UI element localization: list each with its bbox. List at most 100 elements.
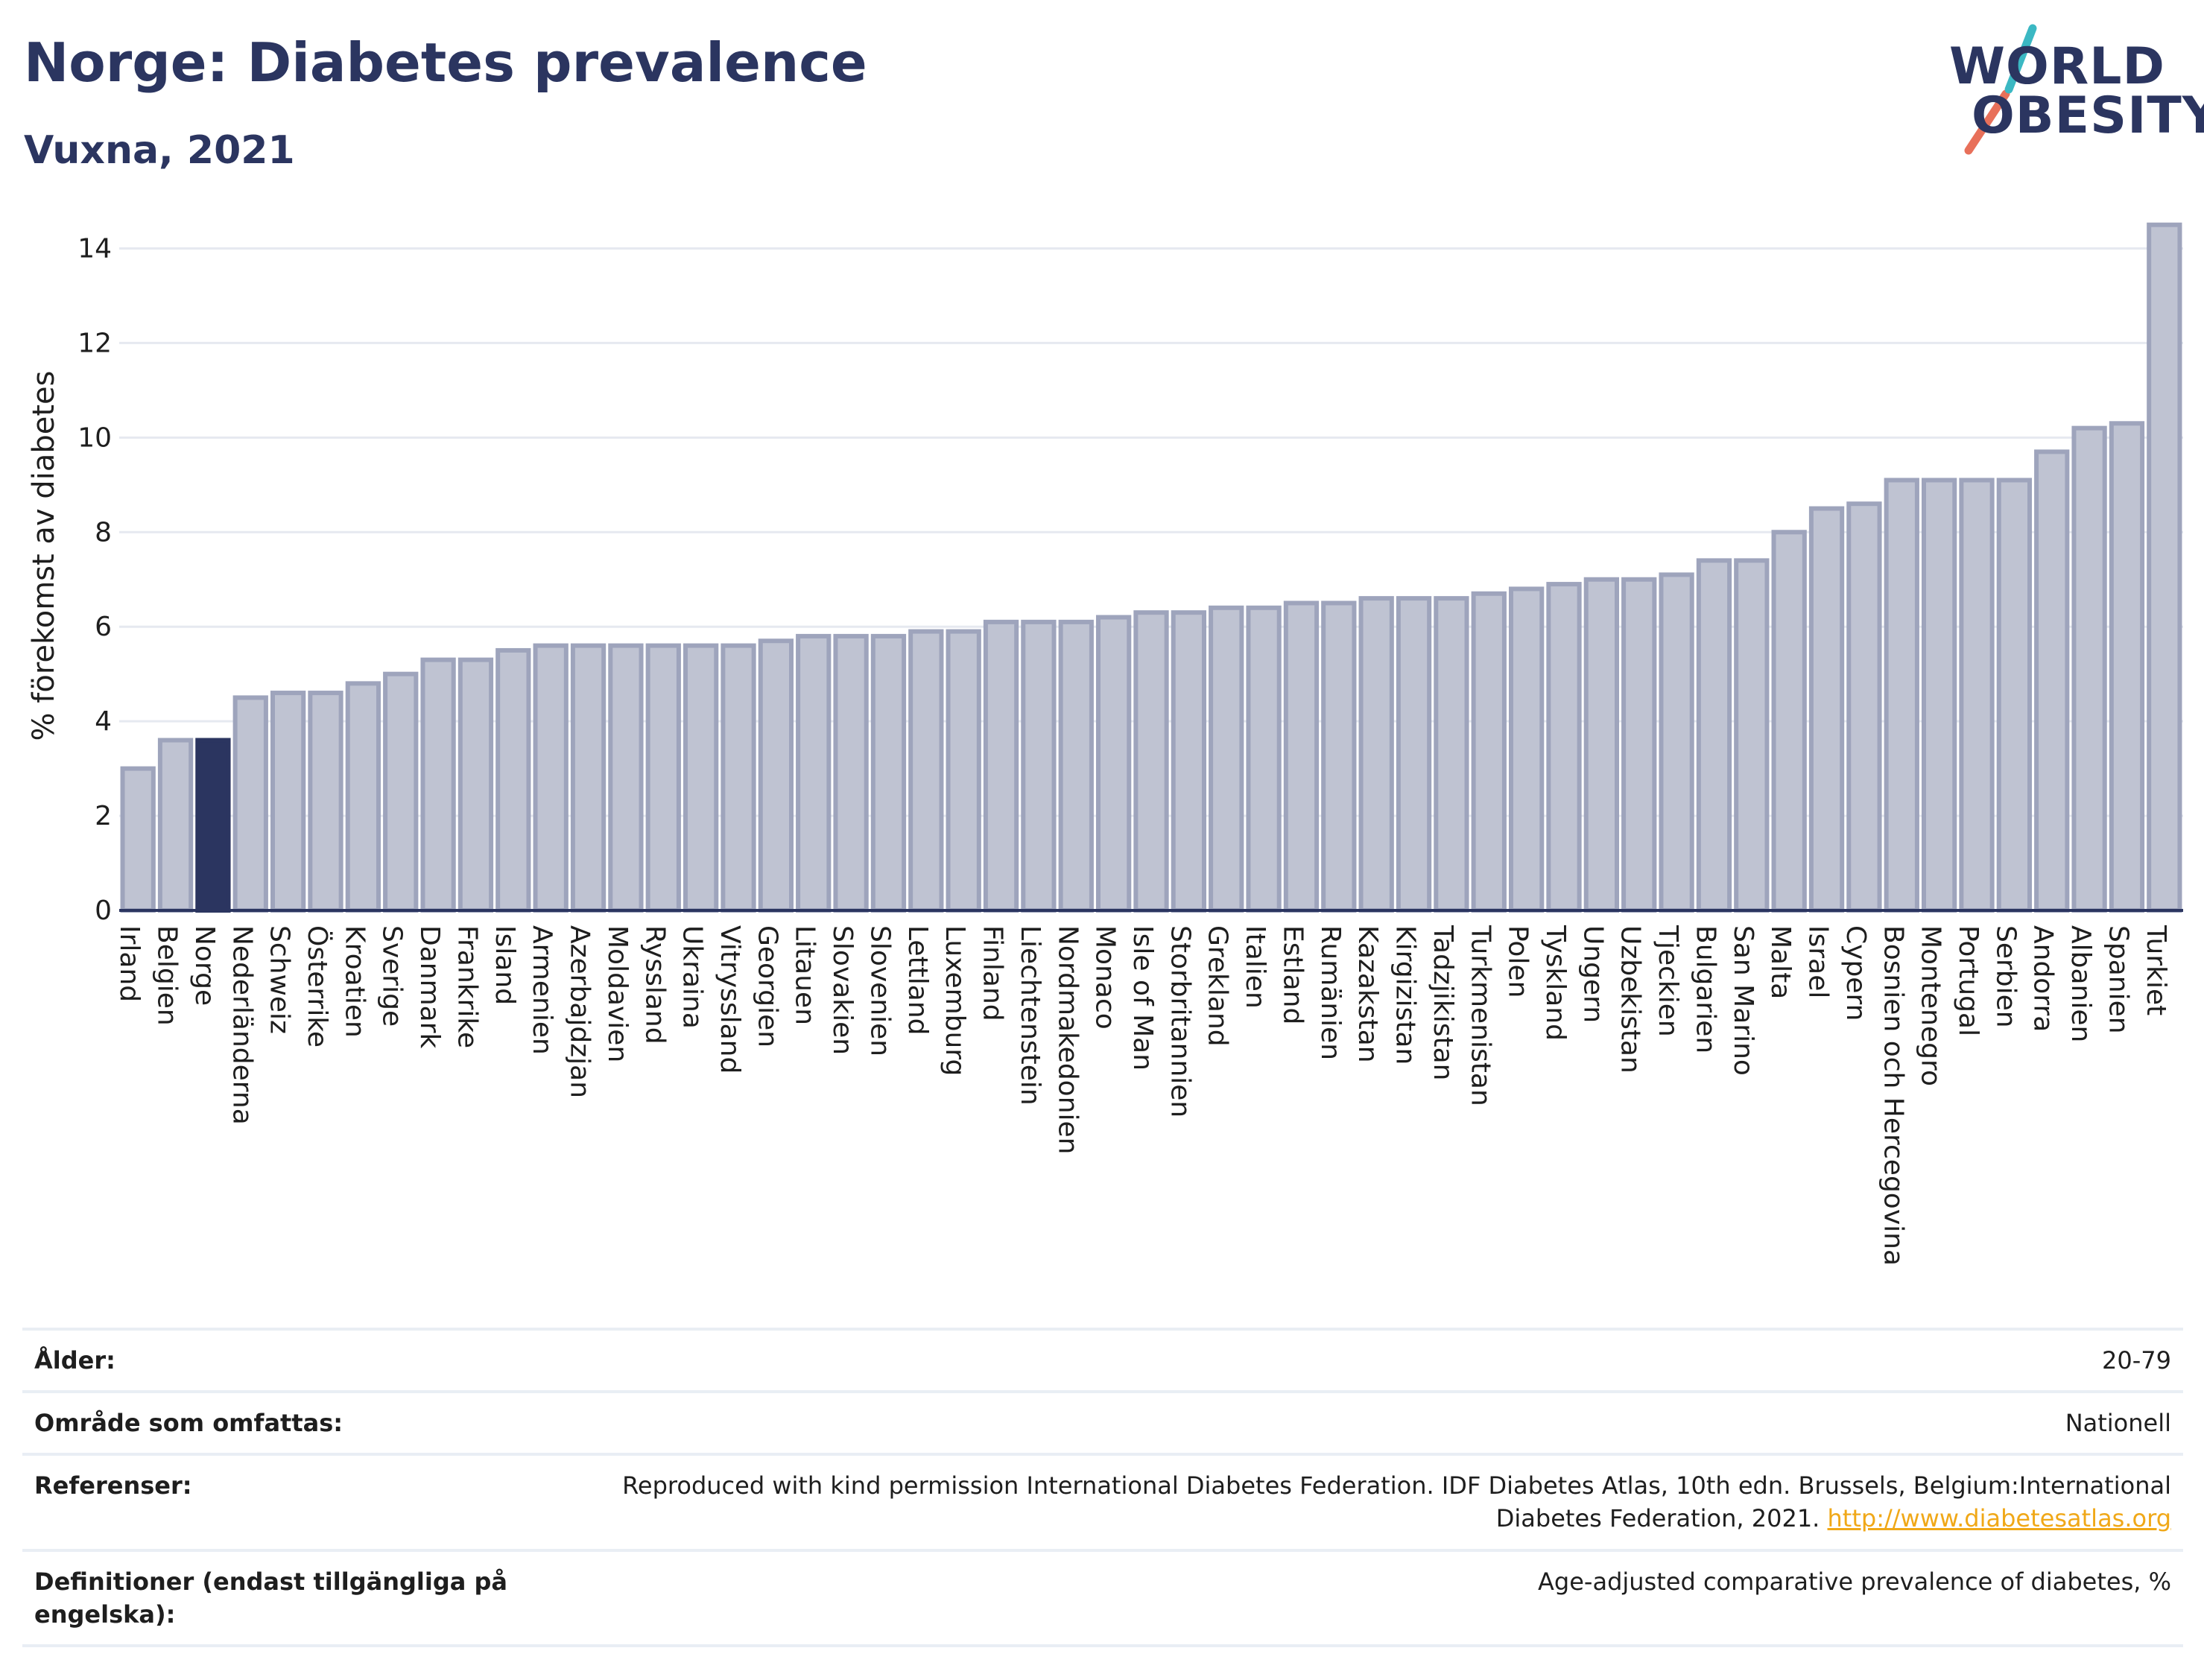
bar-andorra[interactable] [2034,449,2070,913]
bar-litauen[interactable] [796,633,832,913]
bar-moldavien[interactable] [608,643,644,913]
meta-label: Område som omfattas: [22,1390,523,1455]
x-tick-label: Kirgizistan [1390,925,1421,1065]
bar-azerbajdzjan[interactable] [570,643,607,913]
bar-isle-of-man[interactable] [1133,610,1169,913]
bar-irland[interactable] [120,766,156,913]
bar-sverige[interactable] [383,671,419,913]
x-tick-label: Turkmenistan [1465,925,1495,1106]
logo-line1: WORLD [1949,37,2165,96]
bar-albanien[interactable] [2071,425,2107,913]
bar-slovakien[interactable] [833,633,869,913]
bar-ukraina[interactable] [683,643,719,913]
meta-label: Ålder: [22,1327,523,1392]
bar-danmark[interactable] [420,657,456,913]
bar-estland[interactable] [1283,600,1320,913]
bar-slovenien[interactable] [870,633,907,913]
bar-italien[interactable] [1246,605,1282,913]
y-tick-label: 12 [77,328,112,358]
x-tick-label: Grekland [1203,925,1233,1047]
bar-storbritannien[interactable] [1171,610,1207,913]
x-tick-label: San Marino [1728,925,1758,1076]
meta-label: Definitioner (endast tillgängliga på eng… [22,1548,523,1647]
reference-link[interactable]: http://www.diabetesatlas.org [1827,1504,2171,1533]
bar-lettland[interactable] [908,629,944,913]
bar-montenegro[interactable] [1921,478,1957,913]
x-tick-label: Ryssland [639,925,670,1045]
bar-liechtenstein[interactable] [1021,619,1057,913]
bar-malta[interactable] [1771,530,1807,913]
bar-portugal[interactable] [1959,478,1995,913]
bar-georgien[interactable] [758,638,794,913]
reference-text: Reproduced with kind permission Internat… [622,1471,2171,1533]
bar-serbien[interactable] [1996,478,2033,913]
bar-schweiz[interactable] [270,691,306,913]
bar-nordmakedonien[interactable] [1058,619,1094,913]
x-tick-label: Isle of Man [1127,925,1158,1071]
x-tick-label: Albanien [2065,925,2096,1042]
x-tick-label: Island [490,925,520,1005]
y-tick-label: 14 [77,233,112,264]
chart-subtitle: Vuxna, 2021 [24,128,295,173]
bar-spanien[interactable] [2109,421,2145,913]
x-tick-label: Moldavien [602,925,633,1062]
x-tick-label: Vitryssland [715,925,745,1074]
meta-value: Age-adjusted comparative prevalence of d… [523,1548,2183,1647]
bar-island[interactable] [495,647,531,913]
bar-kroatien[interactable] [345,681,381,913]
y-axis-ticks: 0 2 4 6 8 10 12 14 [77,233,112,926]
x-tick-label: Spanien [2103,925,2133,1034]
meta-value: Nationell [523,1390,2183,1455]
bar-tyskland[interactable] [1546,582,1582,913]
x-tick-label: Rumänien [1315,925,1346,1060]
bar-polen[interactable] [1508,586,1545,913]
bar-san-marino[interactable] [1734,558,1770,913]
bar-turkmenistan[interactable] [1471,591,1507,913]
bar-norge[interactable] [195,738,231,913]
bar-tjeckien[interactable] [1659,572,1694,913]
bar-ungern[interactable] [1583,577,1620,913]
x-tick-label: Georgien [752,925,782,1047]
x-tick-label: Nordmakedonien [1052,925,1083,1154]
chart-title: Norge: Diabetes prevalence [24,31,867,94]
x-tick-label: Serbien [1990,925,2021,1028]
x-tick-label: Italien [1240,925,1270,1009]
bar-ryssland[interactable] [645,643,681,913]
x-tick-label: Kazakstan [1352,925,1383,1063]
x-tick-label: Andorra [2028,925,2059,1032]
bar-österrike[interactable] [308,691,343,913]
x-tick-label: Estland [1277,925,1308,1024]
logo-slash-icon [1964,24,2037,155]
bar-chart: 0 2 4 6 8 10 12 14 Irland Belgien Norge Nederlände… [27,222,2183,1266]
world-obesity-logo: WORLD OBESITY [1945,22,2204,156]
bar-frankrike[interactable] [457,657,494,913]
x-tick-label: Danmark [414,925,445,1049]
x-tick-label: Lettland [902,925,933,1036]
bar-finland[interactable] [983,619,1019,913]
bar-vitryssland[interactable] [721,643,756,913]
bar-uzbekistan[interactable] [1621,577,1657,913]
bar-belgien[interactable] [157,738,194,913]
x-tick-label: Slovakien [827,925,858,1055]
x-tick-label: Tyskland [1540,925,1571,1041]
bar-nederländerna[interactable] [232,695,268,913]
bar-luxemburg[interactable] [946,629,981,913]
bar-israel[interactable] [1808,506,1845,913]
x-tick-label: Tadzjikistan [1428,925,1458,1080]
bar-monaco[interactable] [1095,615,1132,913]
meta-row-references: Referenser: Reproduced with kind permiss… [22,1453,2183,1550]
bar-bosnien-och-hercegovina[interactable] [1884,478,1919,913]
bar-cypern[interactable] [1846,501,1882,913]
bar-tadzjikistan[interactable] [1434,596,1469,913]
bar-armenien[interactable] [533,643,569,913]
bar-turkiet[interactable] [2147,222,2182,913]
bar-grekland[interactable] [1209,605,1244,913]
metadata-table: Ålder: 20-79 Område som omfattas: Nation… [22,1327,2183,1647]
bar-rumänien[interactable] [1321,600,1357,913]
bar-bulgarien[interactable] [1696,558,1732,913]
meta-label: Referenser: [22,1453,523,1550]
bar-kirgizistan[interactable] [1396,596,1432,913]
x-tick-label: Uzbekistan [1615,925,1646,1074]
x-tick-label: Finland [978,925,1008,1021]
bar-kazakstan[interactable] [1358,596,1394,913]
